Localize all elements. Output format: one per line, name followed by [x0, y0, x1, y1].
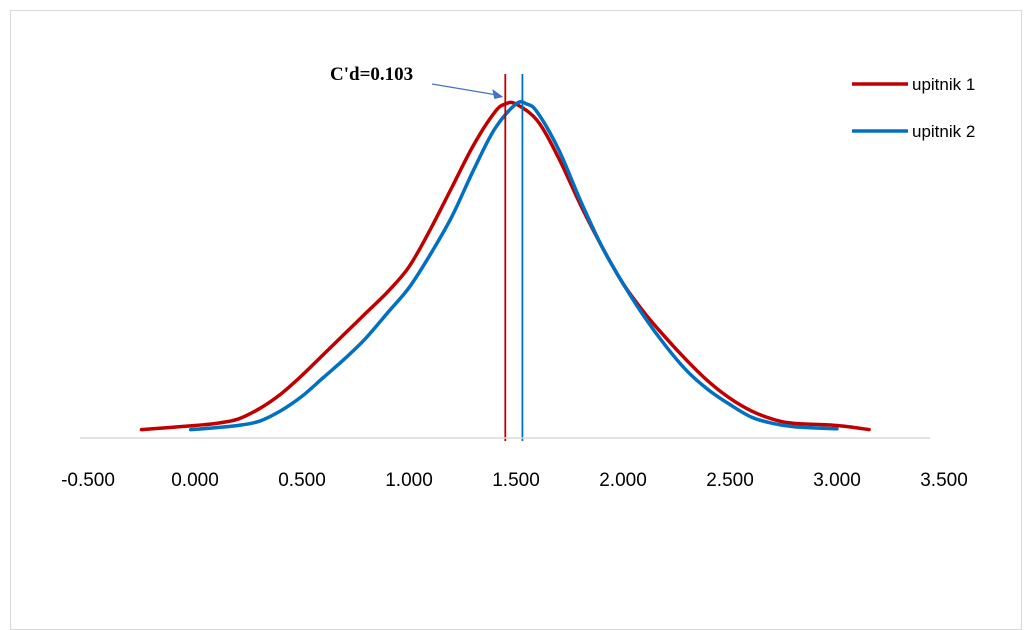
x-tick-label: 3.500	[920, 470, 968, 491]
reference-lines	[504, 74, 524, 441]
x-tick-label: -0.500	[61, 470, 115, 491]
annotation-label: C'd=0.103	[330, 64, 413, 85]
annotation: C'd=0.103	[330, 64, 504, 99]
x-tick-label: 0.500	[278, 470, 326, 491]
legend: upitnik 1 upitnik 2	[852, 75, 975, 141]
legend-label-upitnik-1: upitnik 1	[912, 75, 975, 94]
x-tick-labels: -0.500 0.000 0.500 1.000 1.500 2.000 2.500 3.00…	[61, 470, 968, 491]
legend-item-upitnik-2: upitnik 2	[852, 122, 975, 141]
x-tick-label: 1.500	[492, 470, 540, 491]
legend-label-upitnik-2: upitnik 2	[912, 122, 975, 141]
legend-item-upitnik-1: upitnik 1	[852, 75, 975, 94]
annotation-arrowhead	[492, 89, 504, 99]
x-tick-label: 2.500	[706, 470, 754, 491]
density-chart: -0.500 0.000 0.500 1.000 1.500 2.000 2.500 3.00…	[61, 64, 975, 491]
x-tick-label: 1.000	[385, 470, 433, 491]
series-line-2	[188, 100, 839, 432]
x-tick-label: 0.000	[171, 470, 219, 491]
x-tick-label: 2.000	[599, 470, 647, 491]
chart-frame	[10, 10, 1022, 630]
annotation-arrow	[431, 83, 498, 96]
x-tick-label: 3.000	[813, 470, 861, 491]
